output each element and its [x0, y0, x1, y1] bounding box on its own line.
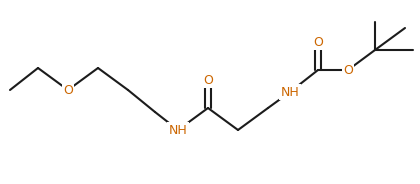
Text: O: O [313, 36, 323, 49]
Text: O: O [63, 84, 73, 96]
Text: O: O [203, 73, 213, 86]
Text: NH: NH [168, 123, 187, 137]
Text: NH: NH [281, 86, 299, 98]
Text: O: O [343, 63, 353, 77]
